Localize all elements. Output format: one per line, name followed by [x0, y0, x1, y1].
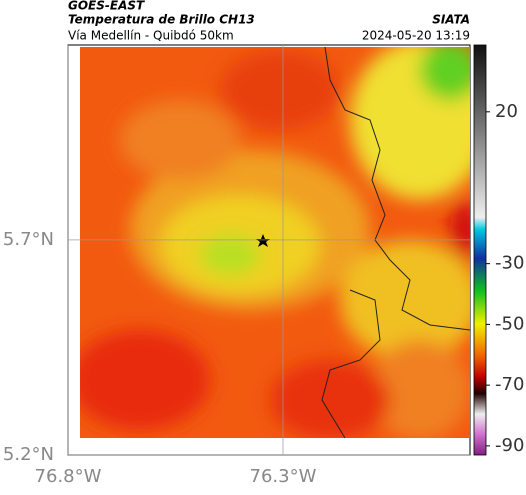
colorbar-tick-label: 20 [495, 101, 518, 122]
y-tick-label: 5.7°N [3, 229, 54, 250]
datetime: 2024-05-20 13:19 [362, 29, 470, 43]
x-tick-label: 76.3°W [250, 466, 317, 487]
colorbar-tick-label: -90 [495, 435, 524, 456]
x-tick-label: 76.8°W [35, 466, 102, 487]
colorbar-tick-label: -30 [495, 253, 524, 274]
heatmap [80, 47, 470, 438]
title: GOES-EAST [68, 0, 145, 13]
source: SIATA [432, 13, 470, 27]
route: Vía Medellín - Quibdó 50km [68, 29, 234, 43]
location-marker [256, 234, 270, 247]
colorbar [473, 44, 487, 456]
boundary [321, 46, 471, 439]
colorbar-tick-label: -70 [495, 374, 524, 395]
subtitle: Temperatura de Brillo CH13 [68, 13, 255, 27]
colorbar-tick-label: -50 [495, 313, 524, 334]
y-tick-label: 5.2°N [3, 444, 54, 465]
